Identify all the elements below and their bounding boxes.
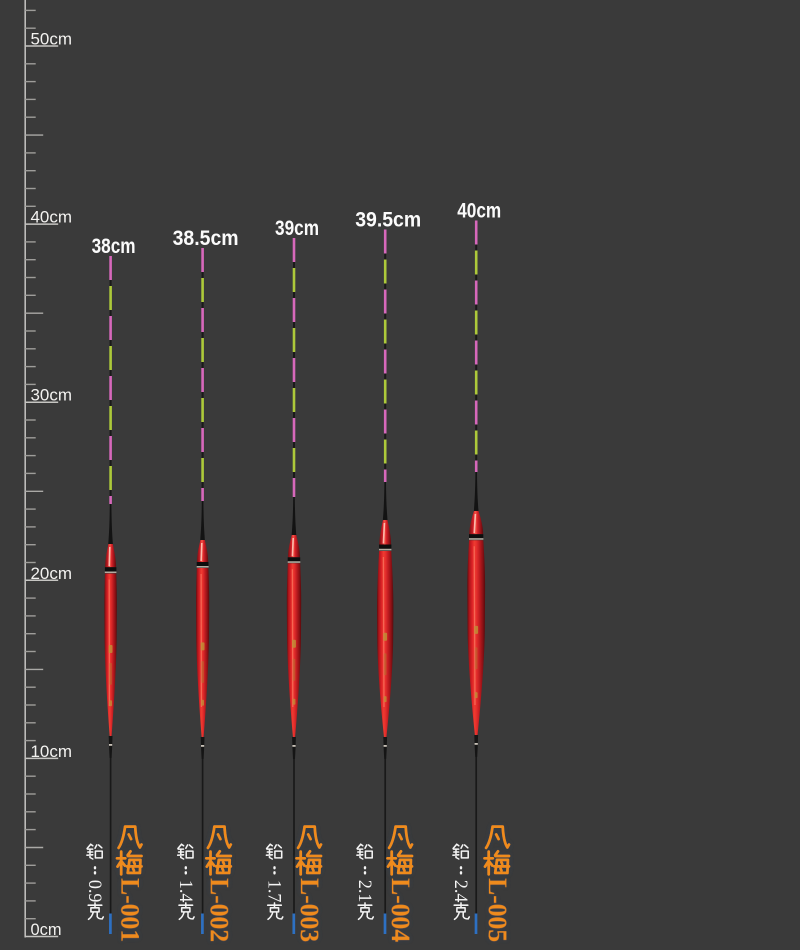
svg-text:38.5cm: 38.5cm: [173, 227, 239, 250]
svg-text:0cm: 0cm: [31, 920, 62, 939]
svg-text:L-005: L-005: [483, 878, 512, 942]
svg-text:1.7: 1.7: [264, 880, 284, 903]
svg-text:50cm: 50cm: [31, 30, 73, 49]
svg-text:20cm: 20cm: [31, 564, 73, 583]
svg-text:L-002: L-002: [205, 878, 234, 942]
svg-text:1.4: 1.4: [175, 880, 195, 903]
svg-text:2.1: 2.1: [354, 880, 374, 903]
svg-text:40cm: 40cm: [457, 200, 501, 223]
svg-text:39cm: 39cm: [275, 217, 319, 240]
svg-text:39.5cm: 39.5cm: [355, 209, 421, 232]
svg-text:L-004: L-004: [386, 878, 415, 942]
svg-text:L-001: L-001: [115, 878, 144, 942]
svg-text:2.4: 2.4: [450, 880, 470, 903]
svg-text:0.9: 0.9: [84, 880, 104, 903]
svg-text:30cm: 30cm: [31, 386, 73, 405]
svg-text:10cm: 10cm: [31, 742, 73, 761]
svg-text:38cm: 38cm: [92, 235, 136, 258]
svg-text:40cm: 40cm: [31, 208, 73, 227]
svg-text:L-003: L-003: [295, 878, 324, 942]
